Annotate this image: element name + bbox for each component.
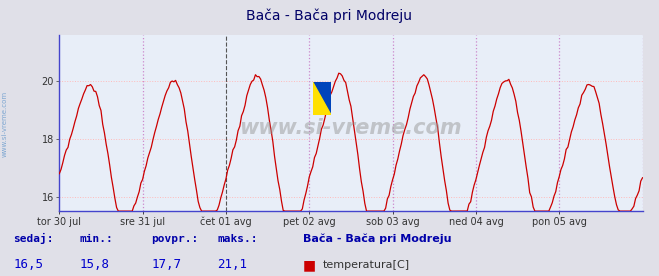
Text: 17,7: 17,7 (152, 258, 182, 272)
Text: 21,1: 21,1 (217, 258, 248, 272)
Bar (322, 82, 331, 115)
Text: min.:: min.: (79, 234, 113, 244)
Text: www.si-vreme.com: www.si-vreme.com (240, 118, 462, 138)
Text: Bača - Bača pri Modreju: Bača - Bača pri Modreju (246, 8, 413, 23)
Text: 16,5: 16,5 (13, 258, 43, 272)
Text: www.si-vreme.com: www.si-vreme.com (1, 91, 8, 157)
Text: povpr.:: povpr.: (152, 234, 199, 244)
Text: sedaj:: sedaj: (13, 233, 53, 244)
Text: temperatura[C]: temperatura[C] (323, 260, 410, 270)
Polygon shape (313, 82, 331, 115)
Text: Bača - Bača pri Modreju: Bača - Bača pri Modreju (303, 233, 451, 244)
Text: ■: ■ (303, 258, 316, 272)
Text: 15,8: 15,8 (79, 258, 109, 272)
Text: maks.:: maks.: (217, 234, 258, 244)
Bar (313, 82, 322, 115)
Polygon shape (313, 82, 331, 115)
